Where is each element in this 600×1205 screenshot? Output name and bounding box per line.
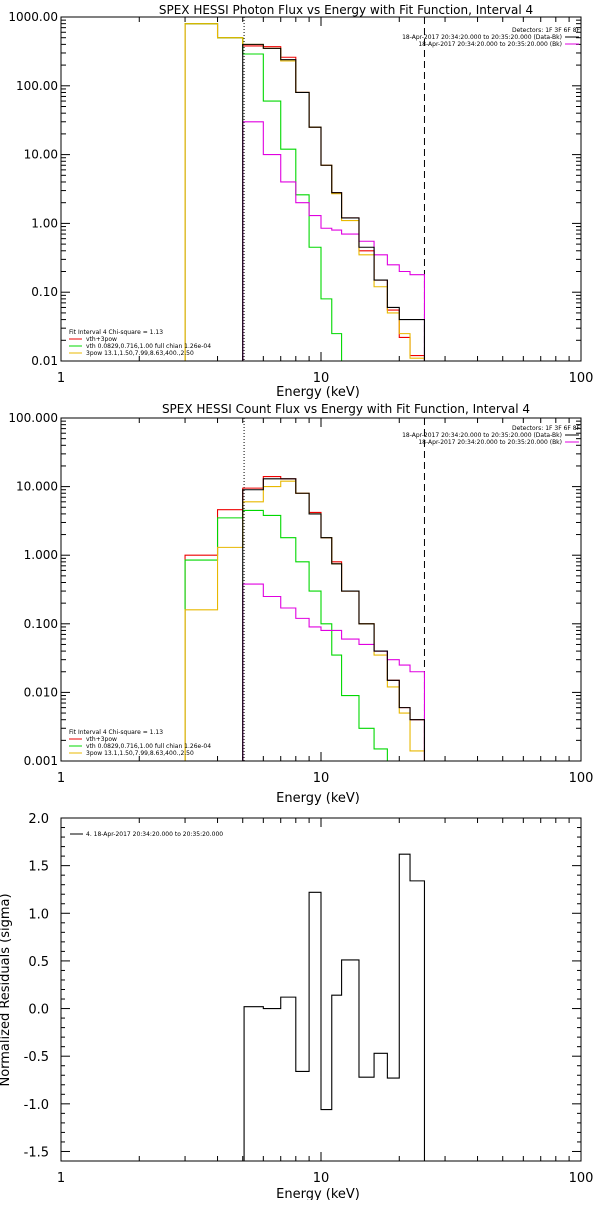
photon-flux-panel: SPEX HESSI Photon Flux vs Energy with Fi… bbox=[8, 3, 593, 400]
legend-total-model: vth+3pow bbox=[86, 736, 117, 743]
y-tick-label: -0.5 bbox=[24, 1050, 49, 1065]
y-tick-label: 0.010 bbox=[24, 685, 58, 699]
x-tick-label: 1 bbox=[57, 771, 65, 786]
y-tick-label: 0.001 bbox=[24, 754, 58, 768]
background-line bbox=[242, 121, 426, 361]
chart-title: SPEX HESSI Photon Flux vs Energy with Fi… bbox=[159, 3, 533, 17]
x-tick-label: 10 bbox=[313, 1171, 330, 1186]
axes-frame bbox=[60, 417, 582, 762]
legend-data-interval: 18-Apr-2017 20:34:20.000 to 20:35:20.000… bbox=[402, 432, 562, 439]
residuals-series-line bbox=[243, 853, 426, 1161]
axes-frame bbox=[60, 817, 582, 1162]
y-tick-label: 0.100 bbox=[24, 617, 58, 631]
y-tick-label: 10.000 bbox=[16, 480, 58, 494]
count-flux-panel: SPEX HESSI Count Flux vs Energy with Fit… bbox=[8, 402, 593, 806]
x-axis-label: Energy (keV) bbox=[276, 1187, 360, 1200]
y-tick-label: 2.0 bbox=[28, 812, 49, 827]
y-tick-label: 1.0 bbox=[28, 907, 49, 922]
x-tick-label: 1 bbox=[57, 1171, 65, 1186]
x-tick-label: 10 bbox=[313, 371, 330, 386]
y-tick-label: 0.5 bbox=[28, 955, 49, 970]
y-tick-label: 0.0 bbox=[28, 1003, 49, 1018]
legend-thermal-model: vth 0.0829,0.716,1.00 full chian 1.26e-0… bbox=[86, 343, 211, 350]
y-tick-label: 100.000 bbox=[8, 411, 58, 425]
x-axis-label: Energy (keV) bbox=[276, 791, 360, 806]
legend-fit-interval: Fit Interval 4 Chi-square = 1.13 bbox=[69, 729, 163, 736]
y-tick-label: 10.00 bbox=[24, 148, 58, 162]
legend-data-interval: 18-Apr-2017 20:34:20.000 to 20:35:20.000… bbox=[402, 34, 562, 41]
legend-detectors: Detectors: 1F 3F 6F 8F bbox=[512, 425, 581, 432]
legend-fit-interval: Fit Interval 4 Chi-square = 1.13 bbox=[69, 329, 163, 336]
plot-area: 1 10 100 1000.00 100.00 10.00 1.00 0.10 0.01 bbox=[8, 10, 593, 386]
legend-thermal-model: vth 0.0829,0.716,1.00 full chian 1.26e-0… bbox=[86, 743, 211, 750]
data-series-line bbox=[242, 43, 426, 361]
y-axis-label: Normalized Residuals (sigma) bbox=[0, 893, 13, 1086]
x-tick-label: 100 bbox=[569, 771, 594, 786]
legend-bk-interval: 18-Apr-2017 20:34:20.000 to 20:35:20.000… bbox=[418, 439, 562, 446]
axes-frame bbox=[60, 16, 582, 362]
y-tick-label: 0.01 bbox=[31, 354, 58, 368]
y-tick-label: 1000.00 bbox=[8, 10, 58, 24]
y-tick-label: 1.00 bbox=[31, 216, 58, 230]
residuals-panel: 1 10 100 2.0 1.5 1.0 0.5 0.0 -0.5 -1.0 -1.5 Energy… bbox=[0, 812, 594, 1202]
y-tick-label: 1.000 bbox=[24, 548, 58, 562]
data-series-line bbox=[242, 478, 426, 761]
chart-title: SPEX HESSI Count Flux vs Energy with Fit… bbox=[162, 402, 530, 416]
y-tick-label: 100.00 bbox=[16, 79, 58, 93]
x-tick-label: 10 bbox=[313, 771, 330, 786]
y-tick-label: 0.10 bbox=[31, 285, 58, 299]
x-tick-label: 1 bbox=[57, 371, 65, 386]
legend-powerlaw-model: 3pow 13.1,1.50,7.99,8.63,400.,2.50 bbox=[86, 350, 194, 357]
y-tick-label: -1.5 bbox=[24, 1145, 49, 1160]
y-tick-label: 1.5 bbox=[28, 860, 49, 875]
legend-residuals: 4. 18-Apr-2017 20:34:20.000 to 20:35:20.… bbox=[86, 831, 223, 838]
background-line bbox=[242, 583, 426, 761]
x-tick-label: 100 bbox=[569, 371, 594, 386]
legend-detectors: Detectors: 1F 3F 6F 8F bbox=[512, 27, 581, 34]
legend-bk-interval: 18-Apr-2017 20:34:20.000 to 20:35:20.000… bbox=[418, 41, 562, 48]
x-axis-label: Energy (keV) bbox=[276, 385, 360, 400]
legend-powerlaw-model: 3pow 13.1,1.50,7.99,8.63,400.,2.50 bbox=[86, 750, 194, 757]
y-tick-label: -1.0 bbox=[24, 1098, 49, 1113]
legend-total-model: vth+3pow bbox=[86, 336, 117, 343]
plot-area: 1 10 100 100.000 10.000 1.000 0.100 0.010 0.001 bbox=[8, 411, 593, 786]
x-tick-label: 100 bbox=[569, 1171, 594, 1186]
plot-area: 1 10 100 2.0 1.5 1.0 0.5 0.0 -0.5 -1.0 -1.5 bbox=[24, 812, 594, 1186]
